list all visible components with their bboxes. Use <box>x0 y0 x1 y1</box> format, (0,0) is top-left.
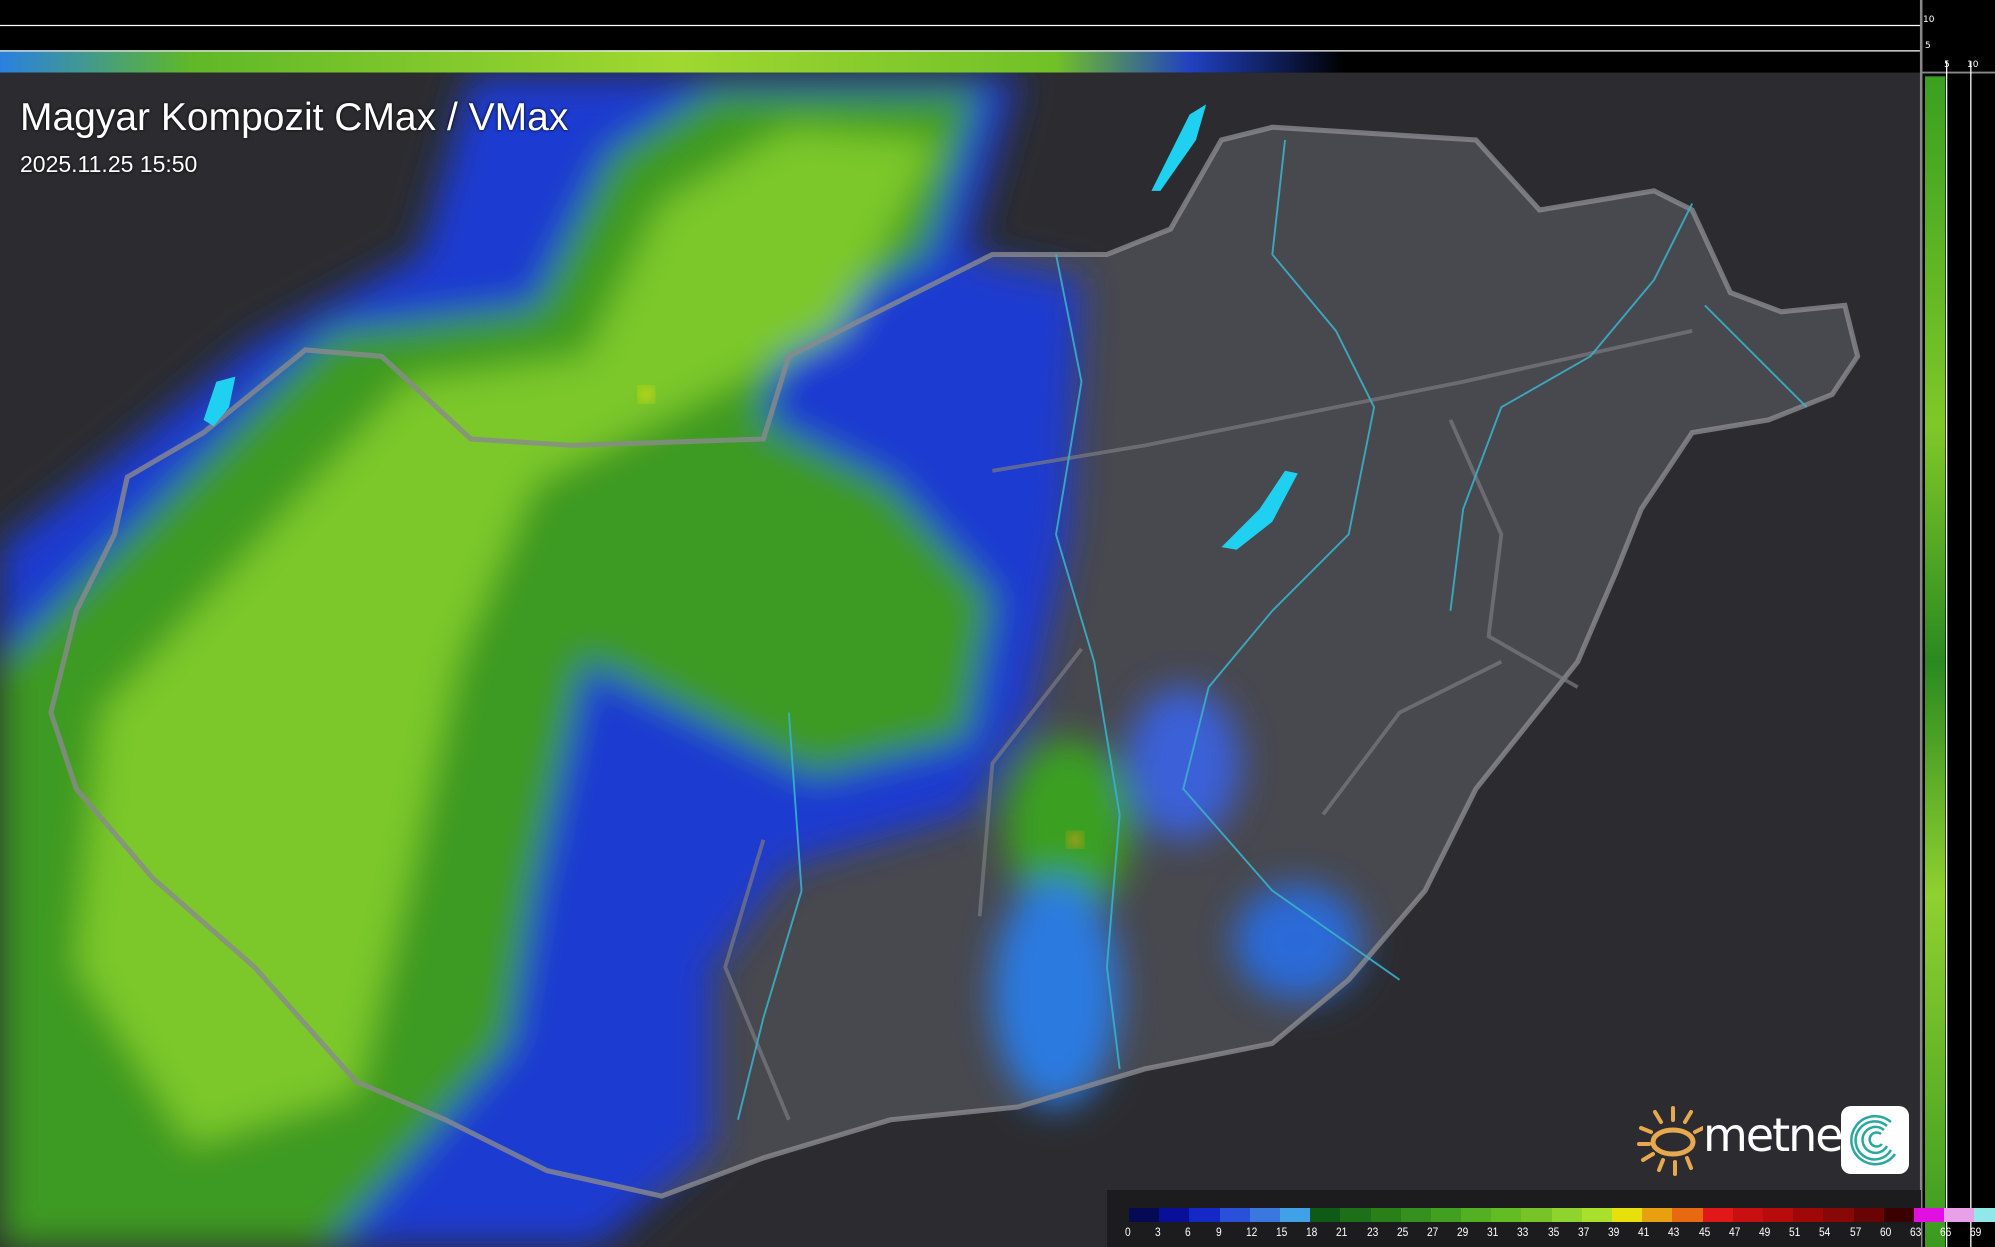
lake-balaton <box>1221 470 1298 550</box>
high-reflectivity-cell <box>1067 832 1083 848</box>
legend-swatch <box>1249 1208 1280 1222</box>
legend-label: 12 <box>1245 1225 1258 1239</box>
legend-swatch <box>1310 1208 1341 1222</box>
legend-label: 0 <box>1125 1225 1131 1239</box>
legend-swatch <box>1702 1208 1733 1222</box>
legend-label: 18 <box>1306 1225 1318 1239</box>
legend-swatch <box>1189 1208 1220 1222</box>
legend-swatch <box>1279 1208 1311 1222</box>
legend-label: 43 <box>1668 1225 1680 1239</box>
map-title: Magyar Kompozit CMax / VMax <box>20 96 569 139</box>
legend-swatch <box>1823 1208 1854 1222</box>
rivers <box>737 139 1808 1120</box>
legend-label: 63 <box>1909 1225 1922 1239</box>
legend-swatch <box>1581 1208 1612 1222</box>
legend-label: 21 <box>1336 1225 1348 1239</box>
legend-swatch <box>1400 1208 1431 1222</box>
profile-tick: 10 <box>1923 15 1935 25</box>
legend-label: 60 <box>1879 1225 1892 1239</box>
legend-swatch <box>1370 1208 1401 1222</box>
brand-name: metnet <box>1703 1108 1860 1162</box>
legend-label: 3 <box>1155 1225 1161 1239</box>
legend-swatch <box>1430 1208 1462 1222</box>
legend-swatch <box>1944 1208 1975 1222</box>
profile-tick: 5 <box>1925 41 1931 51</box>
legend-label: 47 <box>1728 1225 1741 1239</box>
legend-swatch <box>1521 1208 1552 1222</box>
legend-label: 69 <box>1970 1225 1982 1239</box>
legend-label: 29 <box>1457 1225 1469 1239</box>
legend-labels: 0 3 6 9 12 15 18 21 23 25 27 29 31 33 35 37 39 41 43 45 47 49… <box>1125 1225 1995 1239</box>
legend-swatch <box>1883 1208 1914 1222</box>
hungary-border <box>48 124 1861 1199</box>
legend-label: 41 <box>1638 1225 1650 1239</box>
legend-swatch <box>1793 1208 1824 1222</box>
legend-swatch <box>1642 1208 1673 1222</box>
legend-swatch <box>1491 1208 1522 1222</box>
legend-swatch <box>1159 1208 1190 1222</box>
legend-label: 57 <box>1849 1225 1861 1239</box>
legend-swatch <box>1219 1208 1250 1222</box>
precipitation-echoes <box>0 76 1362 1247</box>
legend-label: 9 <box>1215 1225 1222 1239</box>
sun-icon <box>1637 1106 1705 1176</box>
legend-swatch <box>1340 1208 1371 1222</box>
legend-swatch <box>1551 1208 1582 1222</box>
legend-label: 33 <box>1517 1225 1529 1239</box>
legend-label: 35 <box>1547 1225 1559 1239</box>
legend-label: 27 <box>1426 1225 1439 1239</box>
horizontal-profile-strip <box>0 50 1922 73</box>
lake-neusiedl <box>203 376 236 427</box>
legend-swatch <box>1461 1208 1492 1222</box>
metnet-logo: metnet <box>1637 1104 1912 1176</box>
legend-label: 15 <box>1275 1225 1288 1239</box>
legend-label: 25 <box>1396 1225 1409 1239</box>
profile-tick: 5 <box>1944 60 1950 70</box>
lakes <box>203 104 1298 550</box>
legend-label: 6 <box>1185 1225 1192 1239</box>
legend-color-bar <box>1129 1208 1995 1222</box>
legend-label: 37 <box>1577 1225 1590 1239</box>
legend-label: 31 <box>1487 1225 1499 1239</box>
legend-label: 51 <box>1789 1225 1801 1239</box>
legend-label: 45 <box>1698 1225 1710 1239</box>
legend-swatch <box>1974 1208 1995 1222</box>
legend-swatch <box>1612 1208 1643 1222</box>
timestamp: 2025.11.25 15:50 <box>20 151 198 177</box>
high-reflectivity-cell <box>638 386 654 403</box>
legend-swatch <box>1732 1208 1763 1222</box>
legend-swatch <box>1913 1208 1945 1222</box>
legend-label: 39 <box>1608 1225 1620 1239</box>
swirl-icon <box>1841 1106 1909 1174</box>
river-echo <box>1151 104 1207 191</box>
legend-label: 66 <box>1940 1225 1952 1239</box>
profile-tick: 10 <box>1967 60 1979 70</box>
legend-swatch <box>1672 1208 1703 1222</box>
legend-label: 23 <box>1366 1225 1378 1239</box>
legend-label: 49 <box>1758 1225 1771 1239</box>
vertical-profile-strip <box>1925 76 1946 1247</box>
legend-swatch <box>1129 1208 1160 1222</box>
legend-swatch <box>1853 1208 1884 1222</box>
legend-swatch <box>1762 1208 1794 1222</box>
legend-label: 54 <box>1819 1225 1831 1239</box>
dbz-legend: 0 3 6 9 12 15 18 21 23 25 27 29 31 33 35 37 39 41 43 45 47 49… <box>1107 1190 1995 1247</box>
